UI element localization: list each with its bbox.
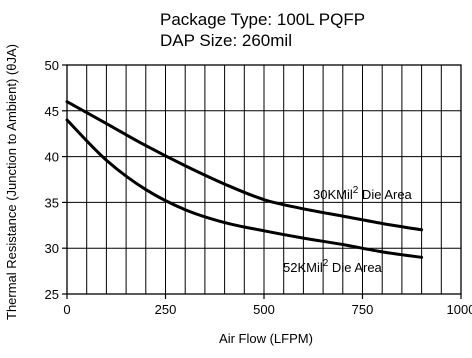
x-tick-label: 500 — [253, 302, 275, 317]
series-line-30kmil — [65, 100, 424, 232]
y-axis-label: Thermal Resistance (Junction to Ambient)… — [4, 44, 19, 320]
chart-subtitle: DAP Size: 260mil — [160, 31, 292, 50]
x-tick-label: 750 — [352, 302, 374, 317]
label-30kmil-die-area: 30KMil2 Die Area — [313, 185, 413, 202]
x-tick-label: 250 — [155, 302, 177, 317]
label-52kmil-die-area: 52KMil2 Die Area — [283, 258, 383, 275]
y-tick-label: 30 — [45, 241, 59, 256]
x-axis-label: Air Flow (LFPM) — [219, 331, 313, 346]
x-tick-label: 0 — [63, 302, 70, 317]
chart-title: Package Type: 100L PQFP — [160, 10, 365, 29]
y-tick-label: 35 — [45, 195, 59, 210]
series-annotations: 30KMil2 Die Area 52KMil2 Die Area — [283, 185, 413, 275]
y-tick-label: 50 — [45, 58, 59, 73]
y-tick-label: 25 — [45, 287, 59, 302]
y-tick-label: 40 — [45, 150, 59, 165]
plot-series — [65, 100, 424, 259]
x-tick-label: 1000 — [447, 302, 472, 317]
y-tick-label: 45 — [45, 104, 59, 119]
plot-grid — [66, 64, 462, 295]
axis-ticks: 0 250 500 750 1000 25 30 35 40 45 50 — [45, 58, 472, 317]
series-line-52kmil — [65, 118, 424, 259]
